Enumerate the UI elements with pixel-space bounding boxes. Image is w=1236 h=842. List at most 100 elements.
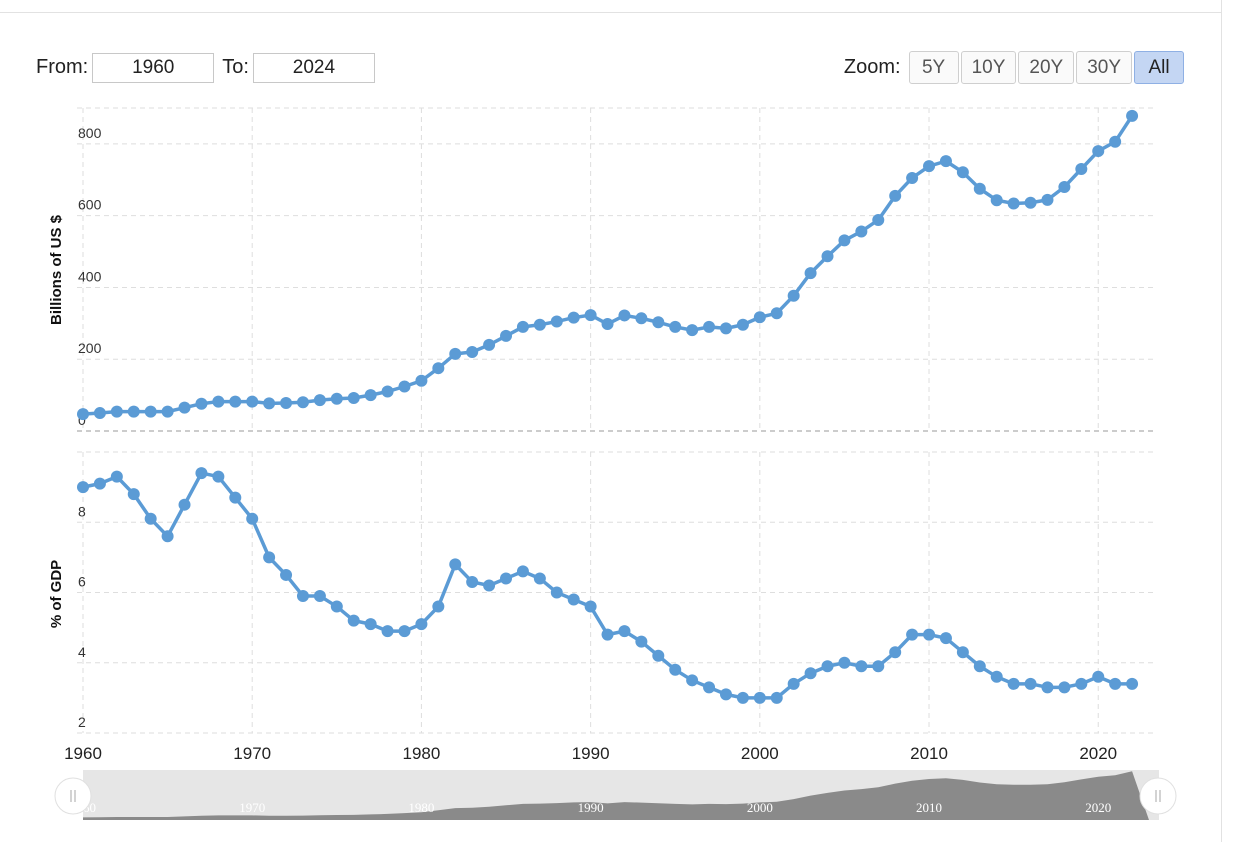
data-point[interactable] <box>703 681 716 694</box>
data-point[interactable] <box>432 600 445 613</box>
data-point[interactable] <box>93 407 106 420</box>
data-point[interactable] <box>483 579 496 592</box>
data-point[interactable] <box>956 646 969 659</box>
data-point[interactable] <box>1092 145 1105 158</box>
data-point[interactable] <box>533 572 546 585</box>
zoom-all-button[interactable]: All <box>1134 51 1184 84</box>
data-point[interactable] <box>584 309 597 322</box>
data-point[interactable] <box>347 614 360 627</box>
data-point[interactable] <box>601 628 614 641</box>
data-point[interactable] <box>550 315 563 328</box>
data-point[interactable] <box>144 512 157 525</box>
data-point[interactable] <box>821 660 834 673</box>
data-point[interactable] <box>939 632 952 645</box>
data-point[interactable] <box>533 318 546 331</box>
data-point[interactable] <box>889 189 902 202</box>
data-point[interactable] <box>449 558 462 571</box>
data-point[interactable] <box>601 318 614 331</box>
data-point[interactable] <box>652 649 665 662</box>
data-point[interactable] <box>110 470 123 483</box>
data-point[interactable] <box>77 481 89 494</box>
data-point[interactable] <box>195 397 208 410</box>
data-point[interactable] <box>889 646 902 659</box>
data-point[interactable] <box>906 171 919 184</box>
data-point[interactable] <box>330 600 343 613</box>
data-point[interactable] <box>415 374 428 387</box>
to-year-input[interactable] <box>252 52 375 83</box>
data-point[interactable] <box>821 250 834 263</box>
data-point[interactable] <box>263 551 276 564</box>
data-point[interactable] <box>1007 677 1020 690</box>
data-point[interactable] <box>1126 109 1139 122</box>
data-point[interactable] <box>550 586 563 599</box>
data-point[interactable] <box>296 590 309 603</box>
data-point[interactable] <box>364 389 377 402</box>
data-point[interactable] <box>1092 670 1105 683</box>
data-point[interactable] <box>500 572 513 585</box>
data-point[interactable] <box>1058 681 1071 694</box>
data-point[interactable] <box>77 408 89 421</box>
data-point[interactable] <box>719 688 732 701</box>
zoom-30y-button[interactable]: 30Y <box>1076 51 1132 84</box>
data-point[interactable] <box>161 405 174 418</box>
data-point[interactable] <box>195 467 208 480</box>
data-point[interactable] <box>398 380 411 393</box>
data-point[interactable] <box>296 396 309 409</box>
data-point[interactable] <box>466 575 479 588</box>
grip-handle-icon[interactable] <box>54 777 92 815</box>
data-point[interactable] <box>855 660 868 673</box>
data-point[interactable] <box>872 660 885 673</box>
data-point[interactable] <box>787 289 800 302</box>
data-point[interactable] <box>804 267 817 280</box>
data-point[interactable] <box>1041 193 1054 206</box>
data-point[interactable] <box>161 530 174 543</box>
data-point[interactable] <box>178 498 191 511</box>
data-point[interactable] <box>364 618 377 631</box>
data-point[interactable] <box>973 660 986 673</box>
data-point[interactable] <box>280 568 293 581</box>
data-point[interactable] <box>669 663 682 676</box>
data-point[interactable] <box>500 329 513 342</box>
data-point[interactable] <box>93 477 106 490</box>
data-point[interactable] <box>923 628 936 641</box>
data-point[interactable] <box>923 160 936 173</box>
data-point[interactable] <box>770 307 783 320</box>
data-point[interactable] <box>212 395 225 408</box>
data-point[interactable] <box>652 316 665 329</box>
data-point[interactable] <box>229 491 242 504</box>
data-point[interactable] <box>618 309 631 322</box>
data-point[interactable] <box>804 667 817 680</box>
zoom-20y-button[interactable]: 20Y <box>1018 51 1075 84</box>
data-point[interactable] <box>313 590 326 603</box>
grip-handle-icon[interactable] <box>1139 777 1177 815</box>
data-point[interactable] <box>838 234 851 247</box>
data-point[interactable] <box>347 391 360 404</box>
data-point[interactable] <box>686 674 699 687</box>
data-point[interactable] <box>381 385 394 398</box>
data-point[interactable] <box>432 362 445 375</box>
data-point[interactable] <box>1109 677 1122 690</box>
data-point[interactable] <box>838 656 851 669</box>
data-point[interactable] <box>618 625 631 638</box>
data-point[interactable] <box>263 397 276 410</box>
data-point[interactable] <box>280 397 293 410</box>
data-point[interactable] <box>719 322 732 335</box>
data-point[interactable] <box>753 311 766 324</box>
data-point[interactable] <box>127 488 140 501</box>
from-year-input[interactable] <box>92 52 215 83</box>
data-point[interactable] <box>483 338 496 351</box>
data-point[interactable] <box>1126 677 1139 690</box>
data-point[interactable] <box>449 347 462 360</box>
data-point[interactable] <box>584 600 597 613</box>
data-point[interactable] <box>110 405 123 418</box>
data-point[interactable] <box>246 512 259 525</box>
data-point[interactable] <box>567 593 580 606</box>
data-point[interactable] <box>212 470 225 483</box>
data-point[interactable] <box>703 320 716 333</box>
data-point[interactable] <box>1007 197 1020 210</box>
data-point[interactable] <box>398 625 411 638</box>
data-point[interactable] <box>906 628 919 641</box>
zoom-10y-button[interactable]: 10Y <box>960 51 1017 84</box>
data-point[interactable] <box>1041 681 1054 694</box>
navigator-handle-right[interactable] <box>1139 777 1177 815</box>
